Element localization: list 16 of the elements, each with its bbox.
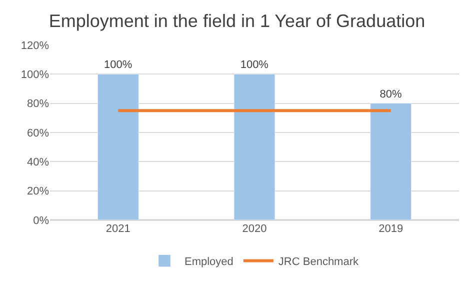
y-tick-label: 80% bbox=[26, 98, 50, 110]
data-label: 100% bbox=[240, 59, 269, 72]
y-tick-label: 60% bbox=[26, 127, 50, 140]
data-label: 100% bbox=[104, 59, 132, 72]
y-tick-label: 0% bbox=[33, 214, 50, 227]
x-tick-label: 2021 bbox=[106, 223, 130, 235]
x-tick-label: 2020 bbox=[242, 223, 267, 235]
data-label: 80% bbox=[380, 88, 402, 100]
y-tick-label: 20% bbox=[26, 186, 50, 198]
legend-label: Employed bbox=[184, 256, 234, 268]
y-tick-label: 100% bbox=[20, 69, 50, 82]
chart-title: Employment in the field in 1 Year of Graduation bbox=[48, 10, 426, 31]
y-tick-label: 120% bbox=[20, 40, 50, 52]
legend-label: JRC Benchmark bbox=[278, 256, 359, 268]
y-tick-label: 40% bbox=[26, 156, 50, 169]
x-tick-label: 2019 bbox=[378, 223, 404, 235]
